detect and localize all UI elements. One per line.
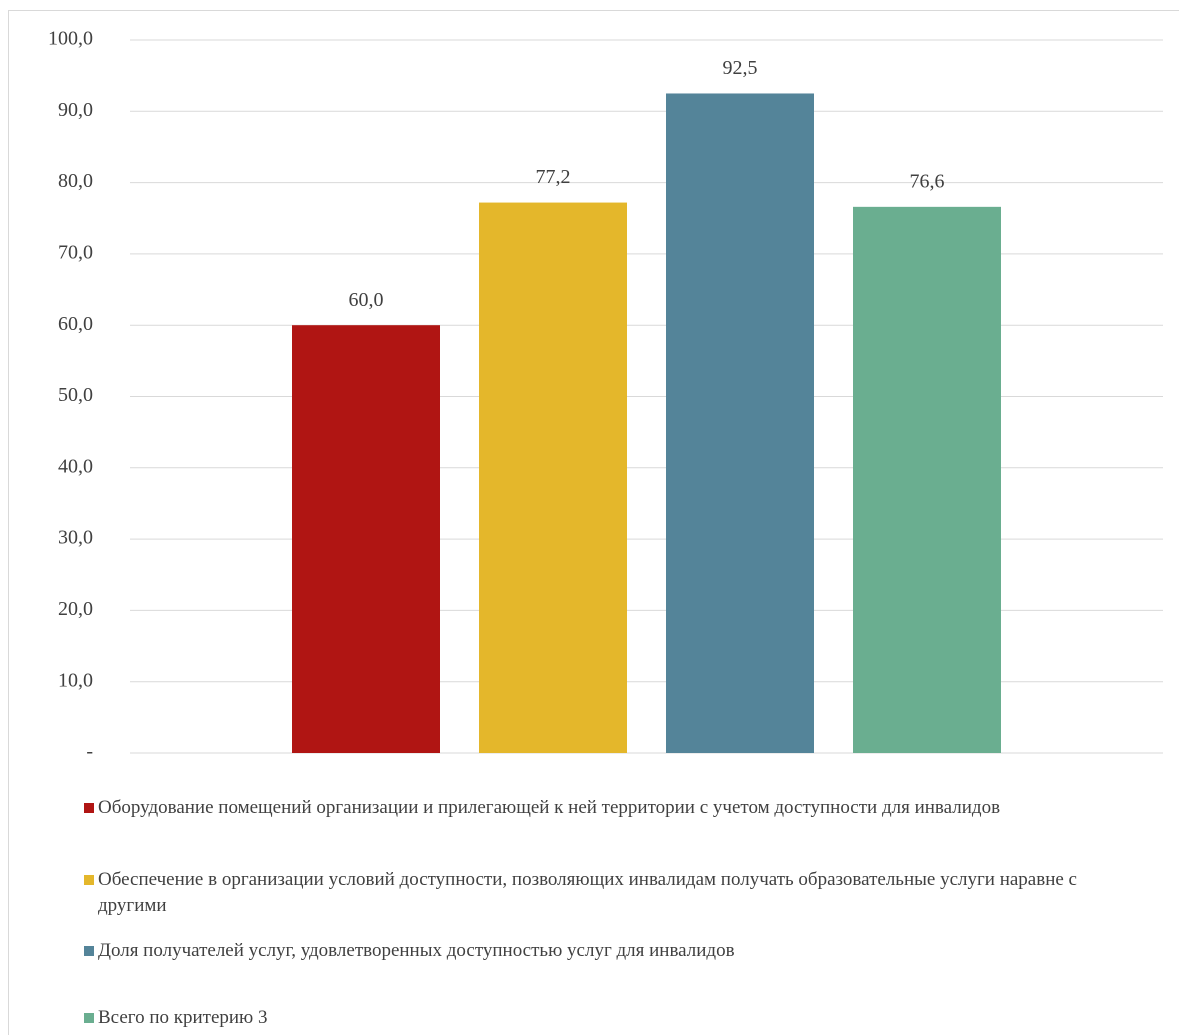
y-tick-label: 20,0 [58, 598, 93, 620]
y-tick-label: 60,0 [58, 313, 93, 335]
data-label: 92,5 [723, 57, 758, 79]
legend-item: Доля получателей услуг, удовлетворенных … [84, 938, 1144, 964]
legend-label: Всего по критерию 3 [98, 1007, 268, 1028]
y-tick-label: - [86, 741, 93, 763]
y-tick-label: 90,0 [58, 99, 93, 121]
chart-border [8, 10, 1179, 1035]
y-tick-label: 80,0 [58, 170, 93, 192]
data-label: 76,6 [910, 170, 945, 192]
legend-item: Всего по критерию 3 [84, 1005, 1144, 1031]
legend-item: Оборудование помещений организации и при… [84, 795, 1144, 821]
y-tick-label: 100,0 [48, 28, 93, 50]
bar [479, 202, 627, 754]
bar [666, 93, 814, 754]
legend-label: Оборудование помещений организации и при… [98, 797, 1001, 818]
legend-swatch [84, 1013, 94, 1023]
data-label: 60,0 [349, 289, 384, 311]
legend-label: Доля получателей услуг, удовлетворенных … [98, 940, 735, 961]
legend-label: Обеспечение в организации условий доступ… [98, 869, 1077, 916]
bar [292, 325, 440, 753]
y-tick-label: 30,0 [58, 527, 93, 549]
data-label: 77,2 [536, 166, 571, 188]
legend-item: Обеспечение в организации условий доступ… [84, 867, 1144, 919]
legend-swatch [84, 803, 94, 813]
y-tick-label: 40,0 [58, 455, 93, 477]
y-tick-label: 50,0 [58, 384, 93, 406]
y-tick-label: 70,0 [58, 241, 93, 263]
legend-swatch [84, 946, 94, 956]
y-tick-label: 10,0 [58, 669, 93, 691]
bar [853, 206, 1001, 754]
legend-swatch [84, 875, 94, 885]
